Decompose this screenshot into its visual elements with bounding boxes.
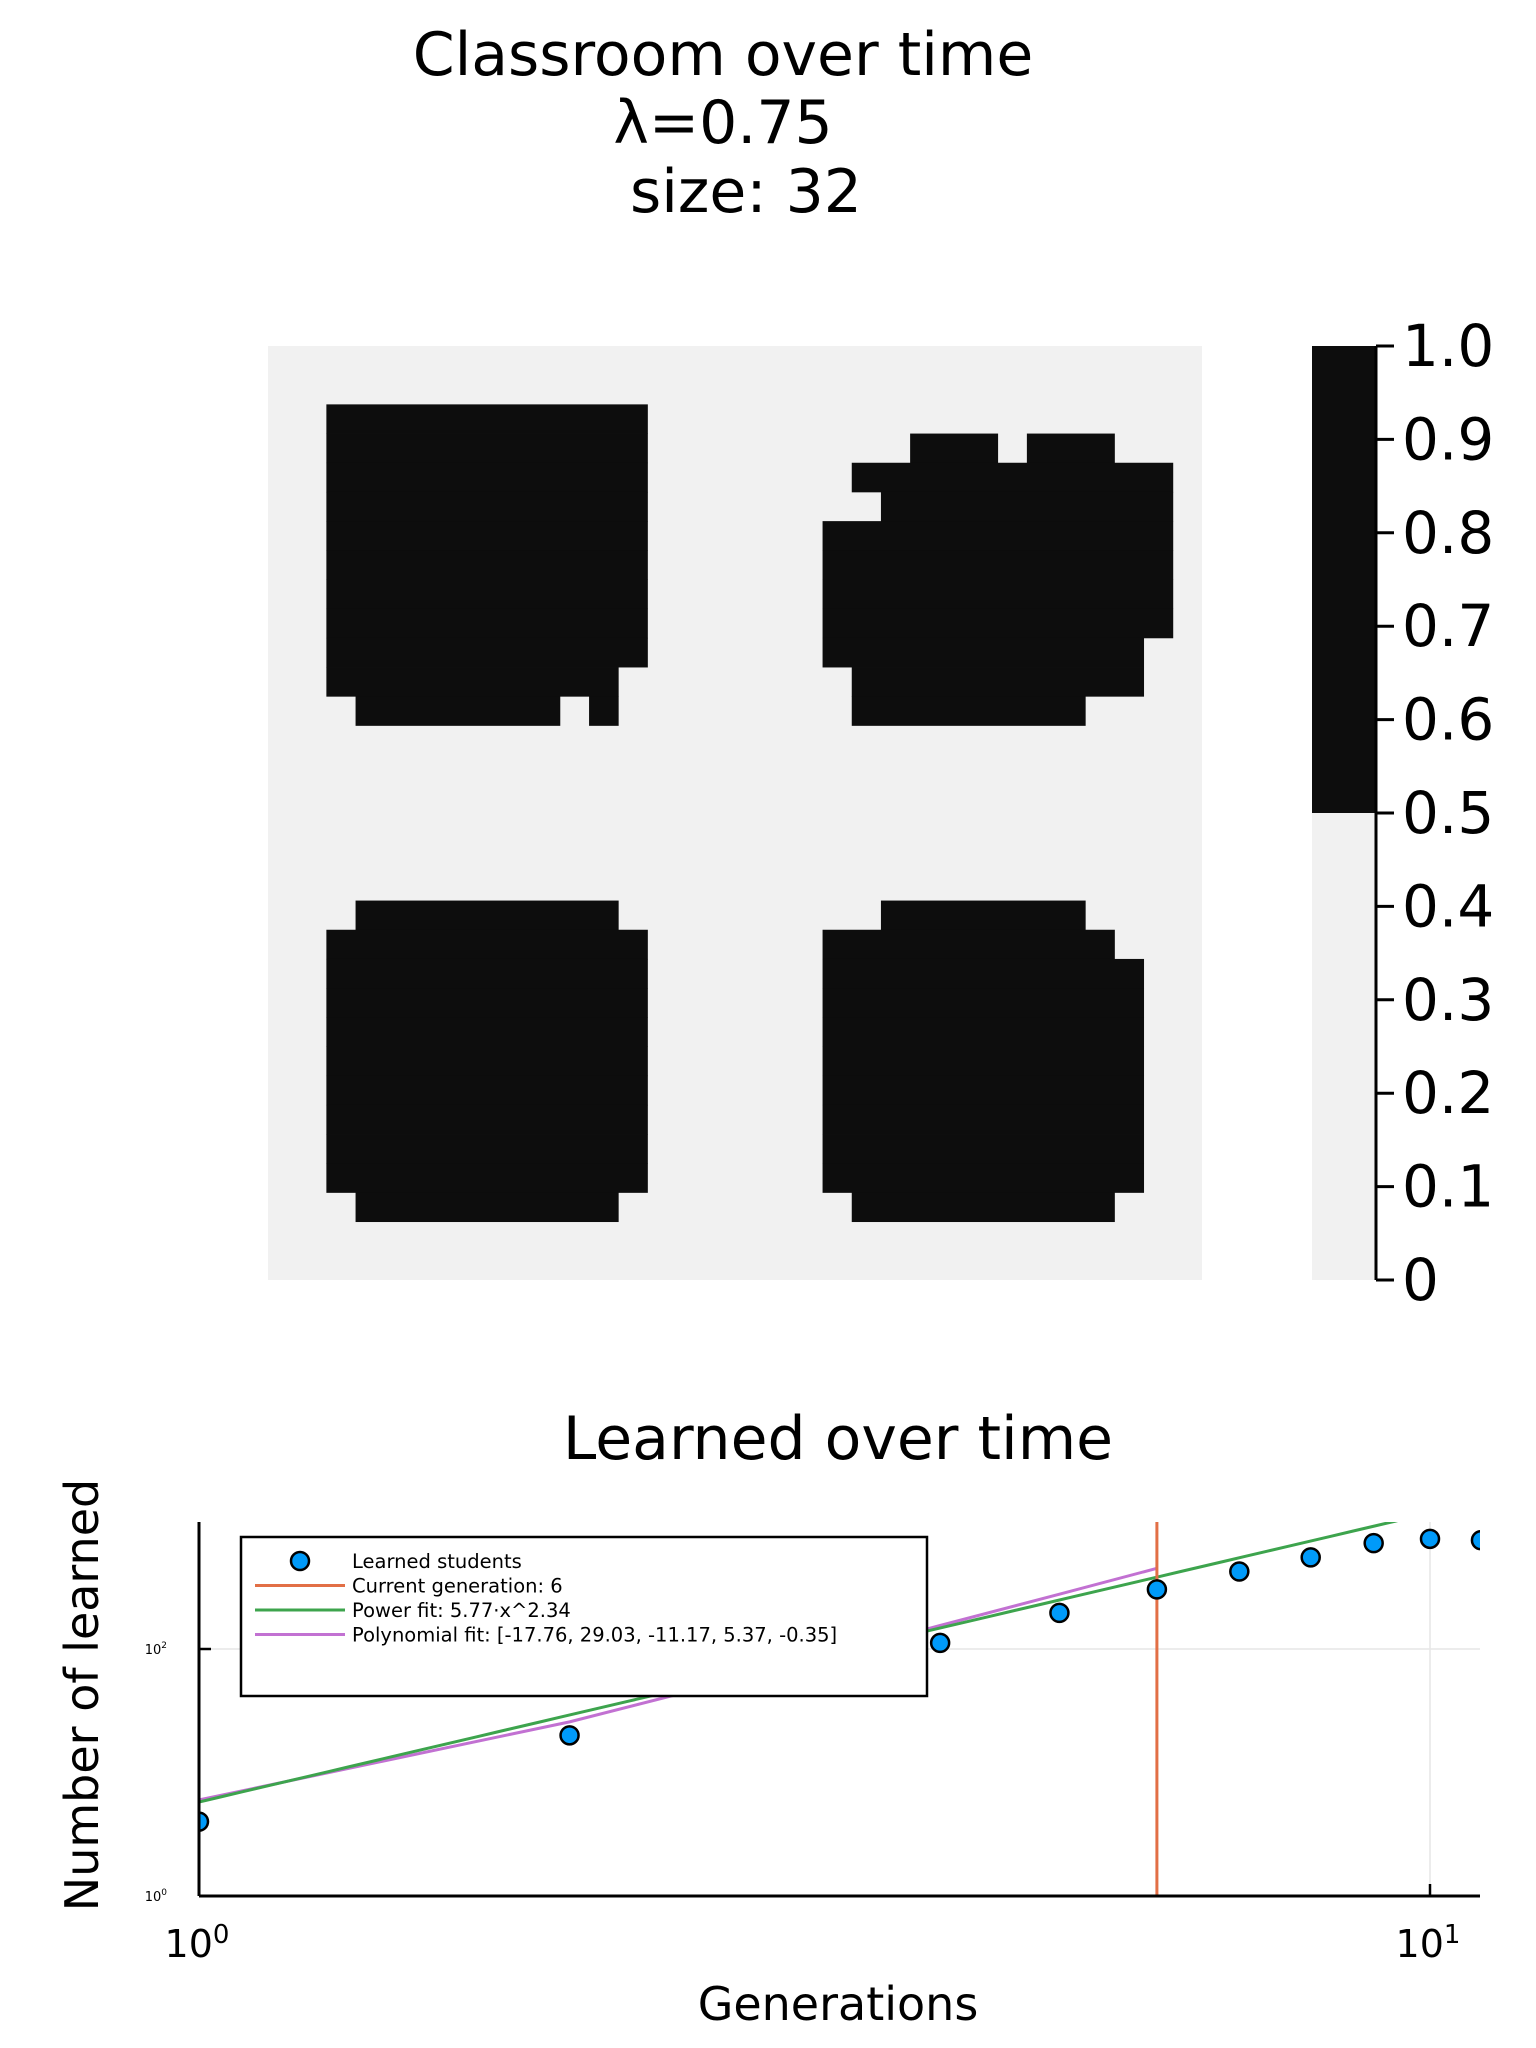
heatmap-cell-run bbox=[326, 404, 648, 434]
heatmap-cell-run bbox=[822, 1017, 1145, 1047]
heatmap-cell-run bbox=[822, 579, 1174, 610]
heatmap-cell-run bbox=[880, 900, 1086, 931]
learned-students-point bbox=[1300, 1547, 1321, 1568]
x-tick-label: 100 bbox=[165, 1920, 230, 1966]
x-axis-label: Generations bbox=[698, 1977, 979, 2031]
heatmap-cell-run bbox=[326, 521, 648, 551]
heatmap-cell-run bbox=[822, 550, 1174, 580]
y-tick-label: 102 bbox=[145, 1641, 167, 1658]
heatmap-cell-run bbox=[326, 988, 648, 1018]
heatmap-title-line-1: Classroom over time bbox=[413, 20, 1034, 90]
legend-label: Learned students bbox=[352, 1550, 522, 1573]
heatmap-cell-run bbox=[326, 550, 648, 580]
heatmap-cells bbox=[326, 404, 1174, 1223]
heatmap-cell-run bbox=[326, 608, 648, 639]
heatmap-cell-run bbox=[326, 958, 648, 989]
heatmap-cell-run bbox=[822, 1075, 1145, 1106]
heatmap-cell-run bbox=[851, 1192, 1115, 1223]
heatmap-cell-run bbox=[589, 696, 619, 726]
colorbar-tick-label: 0.7 bbox=[1402, 592, 1494, 660]
heatmap-cell-run bbox=[822, 988, 1145, 1018]
heatmap-cell-run bbox=[880, 491, 1174, 522]
heatmap-cell-run bbox=[326, 1017, 648, 1047]
x-tick-exponent: 0 bbox=[213, 1920, 230, 1950]
heatmap-cell-run bbox=[822, 1046, 1145, 1077]
colorbar-tick-label: 0 bbox=[1402, 1246, 1439, 1314]
heatmap-cell-run bbox=[326, 1075, 648, 1106]
learned-students-point bbox=[1470, 1530, 1480, 1551]
colorbar-high-segment bbox=[1312, 346, 1376, 813]
colorbar-low-segment bbox=[1312, 813, 1376, 1280]
y-tick-exponent: 2 bbox=[161, 1641, 167, 1651]
colorbar-tick-label: 0.1 bbox=[1402, 1153, 1494, 1221]
heatmap-cell-run bbox=[326, 491, 648, 522]
heatmap-cell-run bbox=[822, 521, 1174, 551]
heatmap-cell-run bbox=[1026, 433, 1115, 464]
heatmap-title-line-2: λ=0.75 bbox=[613, 88, 832, 158]
legend-label: Polynomial fit: [-17.76, 29.03, -11.17, … bbox=[352, 1624, 837, 1647]
learned-students-point bbox=[1229, 1561, 1250, 1582]
heatmap-cell-run bbox=[326, 637, 648, 668]
legend-label: Current generation: 6 bbox=[352, 1575, 563, 1598]
heatmap-cell-run bbox=[326, 1104, 648, 1135]
legend-box bbox=[239, 1535, 929, 1698]
heatmap-panel: Classroom over time λ=0.75 size: 32 0 0.1… bbox=[268, 20, 1494, 1314]
heatmap-cell-run bbox=[326, 462, 648, 493]
heatmap-cell-run bbox=[326, 1134, 648, 1164]
learned-students-point bbox=[929, 1632, 951, 1654]
legend-label: Power fit: 5.77·x^2.34 bbox=[352, 1599, 571, 1622]
colorbar-tick-label: 0.6 bbox=[1402, 686, 1494, 754]
y-axis-label: Number of learned bbox=[55, 1479, 109, 1911]
heatmap-cell-run bbox=[326, 433, 648, 464]
heatmap-cell-run bbox=[326, 1163, 648, 1193]
heatmap-cell-run bbox=[326, 579, 648, 610]
heatmap-cell-run bbox=[822, 1104, 1145, 1135]
colorbar-ticks: 0 0.1 0.2 0.3 0.4 0.5 0.6 0.7 0.8 0.9 1.0 bbox=[1376, 312, 1494, 1314]
colorbar-tick-label: 0.8 bbox=[1402, 499, 1494, 567]
heatmap-cell-run bbox=[910, 433, 999, 464]
learned-title: Learned over time bbox=[563, 1404, 1113, 1474]
learned-students-point bbox=[1049, 1602, 1070, 1624]
colorbar-tick-label: 0.3 bbox=[1402, 966, 1494, 1034]
heatmap-cell-run bbox=[851, 696, 1086, 726]
y-tick-label: 100 bbox=[145, 1888, 168, 1905]
heatmap-cell-run bbox=[355, 900, 619, 931]
heatmap-cell-run bbox=[822, 1163, 1145, 1193]
colorbar-tick-label: 0.9 bbox=[1402, 405, 1494, 473]
x-tick-exponent: 1 bbox=[1444, 1920, 1461, 1950]
heatmap-title-line-3: size: 32 bbox=[630, 157, 862, 227]
learned-students-point bbox=[199, 1811, 210, 1832]
heatmap-cell-run bbox=[822, 929, 1115, 960]
x-tick-label: 101 bbox=[1396, 1920, 1461, 1966]
colorbar-tick-label: 0.5 bbox=[1402, 779, 1494, 847]
heatmap-cell-run bbox=[822, 958, 1145, 989]
heatmap-cell-run bbox=[851, 462, 1174, 493]
heatmap-cell-run bbox=[355, 696, 561, 726]
heatmap-cell-run bbox=[326, 1046, 648, 1077]
heatmap-cell-run bbox=[822, 1134, 1145, 1164]
learned-students-point bbox=[1146, 1579, 1168, 1600]
heatmap-cell-run bbox=[851, 667, 1145, 697]
heatmap-cell-run bbox=[822, 608, 1174, 639]
legend-marker bbox=[289, 1550, 311, 1572]
heatmap-cell-run bbox=[355, 1192, 619, 1223]
colorbar-tick-label: 0.4 bbox=[1402, 872, 1494, 940]
learned-students-point bbox=[1363, 1532, 1384, 1554]
heatmap-cell-run bbox=[326, 667, 619, 697]
learned-students-point bbox=[1419, 1528, 1441, 1550]
learned-students-point bbox=[559, 1725, 580, 1746]
heatmap-cell-run bbox=[326, 929, 648, 960]
colorbar-tick-label: 1.0 bbox=[1402, 312, 1494, 380]
colorbar-tick-label: 0.2 bbox=[1402, 1059, 1494, 1127]
y-tick-exponent: 0 bbox=[161, 1888, 167, 1898]
heatmap-cell-run bbox=[822, 637, 1145, 668]
